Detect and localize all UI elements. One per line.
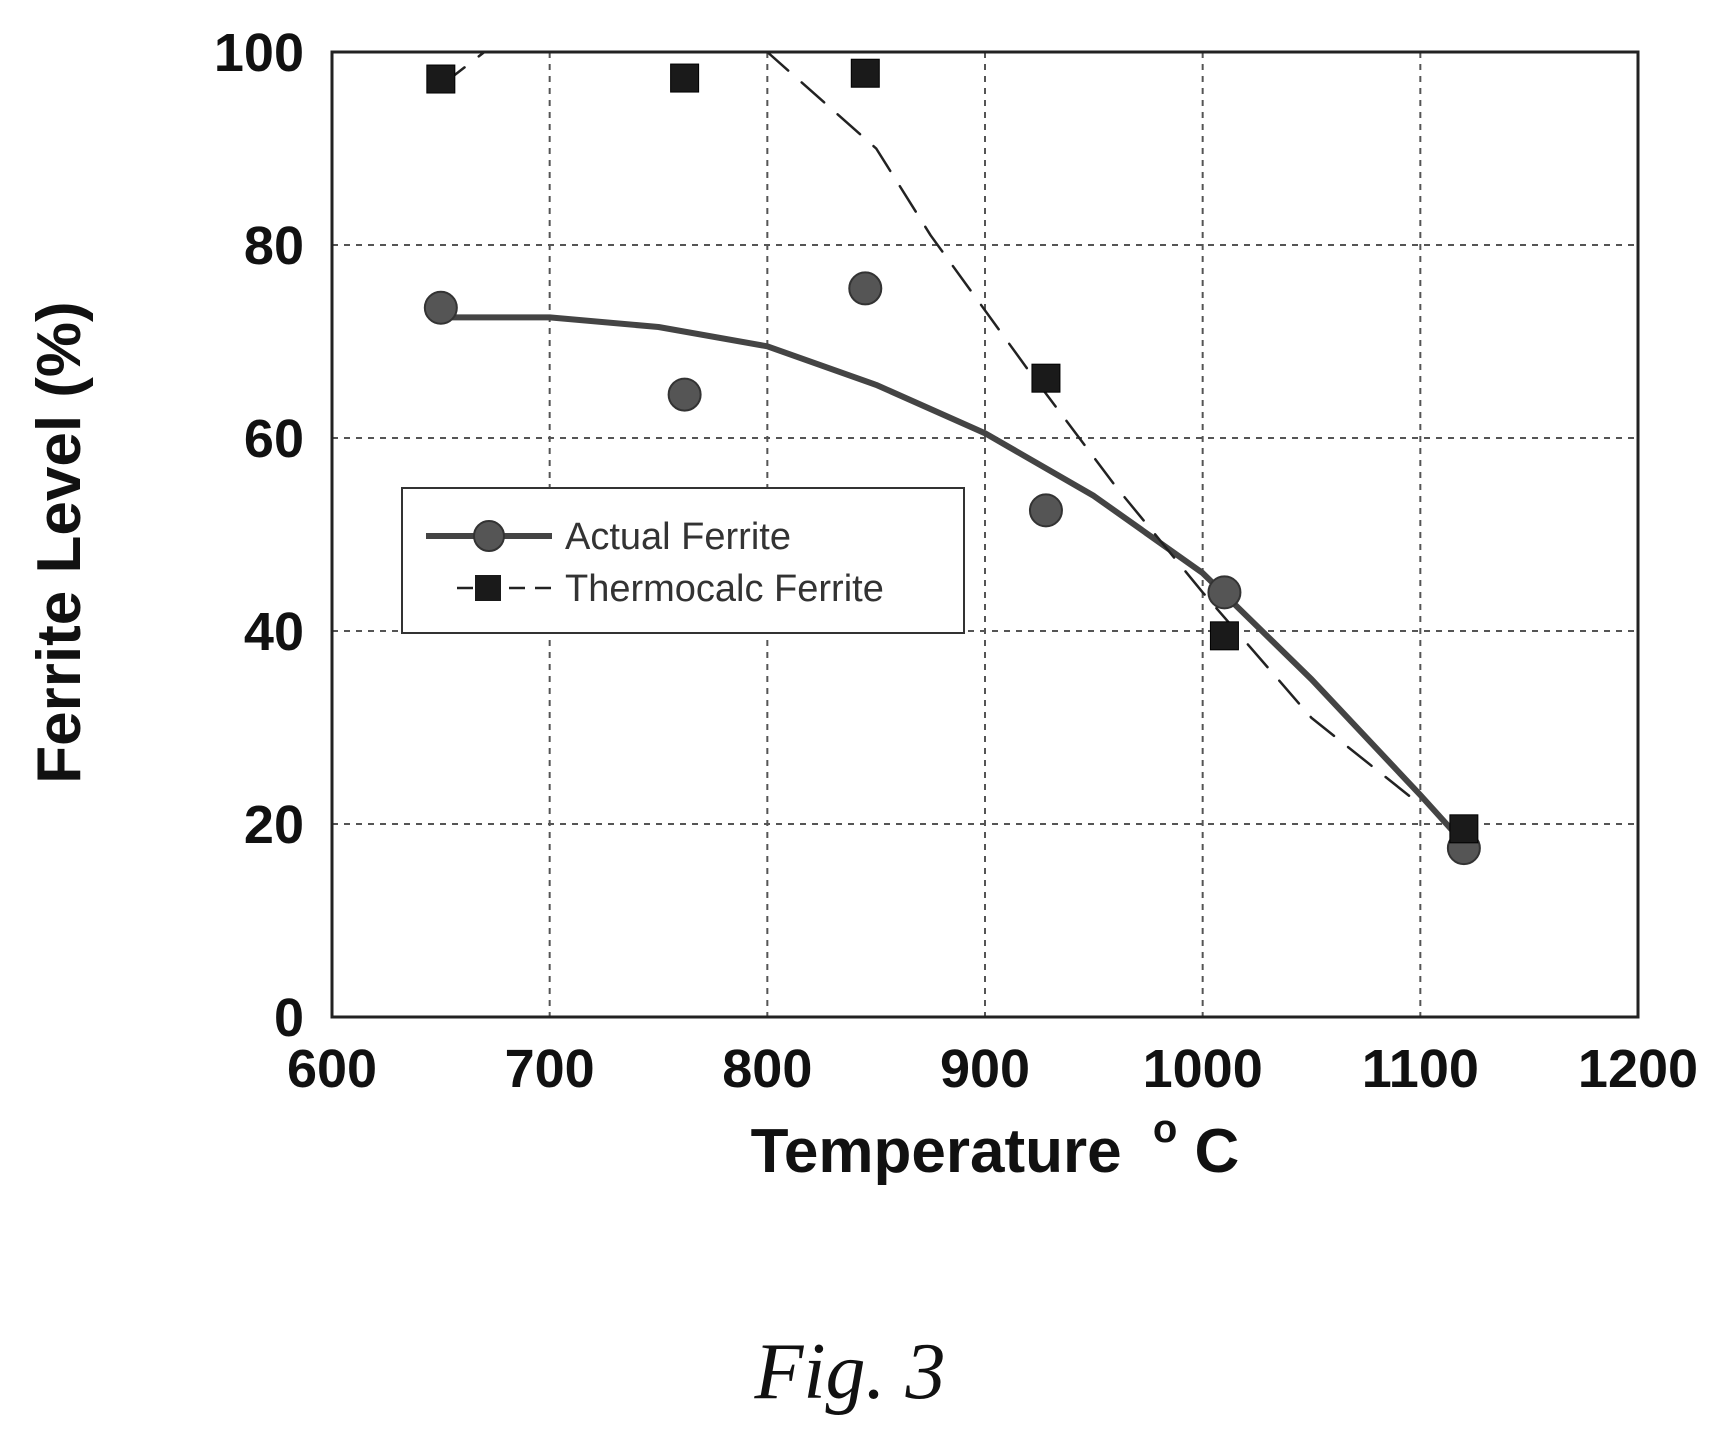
plot-area-frame: [330, 50, 1640, 1019]
grid-lines: [332, 52, 1638, 1017]
legend-marker-circle: [473, 520, 505, 552]
y-axis-title: Ferrite Level (%): [25, 301, 94, 783]
y-tick-label: 80: [244, 216, 304, 276]
y-tick-label: 40: [244, 602, 304, 662]
x-tick-label: 1100: [1362, 1039, 1479, 1099]
legend-marker-square: [475, 575, 501, 601]
x-tick-label: 800: [722, 1039, 812, 1099]
data-point-circle: [1028, 493, 1063, 528]
x-tick-label: 1000: [1143, 1039, 1263, 1099]
data-point-circle: [1207, 575, 1242, 610]
y-tick-label: 100: [214, 23, 304, 83]
x-axis-label: Temperature: [751, 1117, 1122, 1186]
data-point-circle: [667, 377, 702, 412]
y-tick-label: 60: [244, 409, 304, 469]
series-line-1: [437, 314, 1467, 847]
legend-box: [401, 487, 965, 634]
legend-label: Actual Ferrite: [565, 516, 791, 558]
y-axis-ticks: 0 20 40 60 80 100: [214, 23, 304, 1048]
legend: Actual Ferrite Thermocalc Ferrite: [401, 487, 965, 634]
y-tick-label: 0: [274, 988, 304, 1048]
x-tick-label: 600: [287, 1039, 377, 1099]
x-tick-label: 700: [505, 1039, 595, 1099]
data-point-square: [1449, 814, 1479, 844]
data-point-square: [850, 58, 880, 88]
data-point-square: [1209, 621, 1239, 651]
data-point-square: [670, 63, 700, 93]
x-axis-unit: C: [1195, 1117, 1240, 1186]
data-point-square: [1031, 363, 1061, 393]
x-axis-ticks: 600 700 800 900 1000 1100 1200: [287, 1039, 1698, 1099]
data-point-circle: [848, 271, 883, 306]
series-line-2: [439, 50, 1422, 806]
data-markers: [423, 58, 1481, 866]
x-tick-label: 1200: [1578, 1039, 1698, 1099]
x-axis-title: Temperature o C: [751, 1087, 1240, 1186]
figure-caption: Fig. 3: [753, 1328, 945, 1416]
data-point-circle: [423, 290, 458, 325]
data-point-square: [426, 64, 456, 94]
y-tick-label: 20: [244, 795, 304, 855]
legend-label: Thermocalc Ferrite: [565, 568, 884, 610]
x-tick-label: 900: [940, 1039, 1030, 1099]
fit-curves: [437, 50, 1467, 847]
x-axis-unit-sup: o: [1153, 1107, 1177, 1151]
